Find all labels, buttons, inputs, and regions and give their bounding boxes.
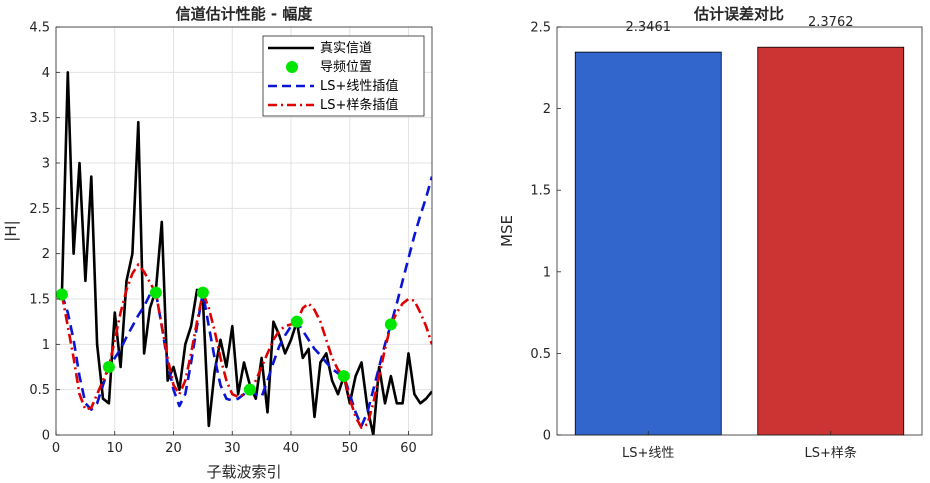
y-ticks: 0 0.5 1 1.5 2 2.5 — [530, 21, 561, 444]
series-line-true-channel — [60, 71, 432, 435]
pilot-marker — [384, 318, 397, 331]
legend: 真实信道 导频位置 LS+线性插值 LS+样条插值 — [262, 35, 425, 117]
x-tick-label: 30 — [224, 441, 241, 456]
legend-label-linear: LS+线性插值 — [320, 78, 398, 94]
x-tick-label: 60 — [400, 441, 417, 456]
bar-value-label: 2.3461 — [626, 20, 672, 35]
bars — [574, 46, 905, 436]
y-tick-label: 3 — [42, 157, 50, 172]
pilot-marker — [149, 286, 162, 299]
chart-title: 估计误差对比 — [693, 5, 784, 23]
y-tick-label: 1.5 — [29, 293, 50, 308]
bar-value-label: 2.3762 — [808, 15, 854, 30]
x-tick-label: LS+样条 — [805, 445, 857, 461]
pilot-marker — [337, 370, 350, 383]
pilot-marker — [243, 383, 256, 396]
y-tick-label: 3.5 — [29, 111, 50, 126]
y-tick-label: 4.5 — [29, 21, 50, 36]
legend-box — [262, 35, 425, 117]
x-tick-label: 40 — [283, 441, 300, 456]
y-tick-label: 0 — [543, 429, 551, 444]
y-ticks: 0 0.5 1 1.5 2 2.5 3 3.5 4 4.5 — [29, 21, 60, 444]
plot-frame — [556, 26, 923, 436]
x-tick-label: 10 — [106, 441, 123, 456]
chart-title: 信道估计性能 - 幅度 — [176, 5, 314, 23]
x-tick-label: 50 — [341, 441, 358, 456]
y-tick-label: 0 — [42, 429, 50, 444]
mse-bar-chart: LS+线性 LS+样条 0 0.5 1 1.5 2 2.5 2.3461 2.3762 估计误… — [498, 5, 923, 461]
y-tick-label: 1 — [42, 338, 50, 353]
x-ticks: LS+线性 LS+样条 — [622, 431, 857, 461]
y-tick-label: 1 — [543, 265, 551, 280]
legend-swatch-pilot — [286, 61, 298, 73]
y-tick-label: 0.5 — [530, 347, 551, 362]
pilot-marker — [196, 286, 209, 299]
y-tick-label: 1.5 — [530, 184, 551, 199]
y-axis-title: |H| — [2, 220, 20, 241]
legend-label-pilot: 导频位置 — [320, 60, 372, 75]
pilot-marker — [55, 288, 68, 301]
pilot-marker — [102, 361, 115, 373]
y-axis-title: MSE — [498, 215, 516, 247]
bar-linear — [574, 51, 722, 436]
y-tick-label: 4 — [42, 66, 50, 81]
x-tick-label: 20 — [165, 441, 182, 456]
plot-frame — [55, 26, 433, 436]
y-tick-label: 2.5 — [530, 21, 551, 36]
bar-spline — [757, 46, 905, 436]
x-ticks: 0 10 20 30 40 50 60 — [52, 431, 417, 456]
y-tick-label: 2.5 — [29, 202, 50, 217]
y-tick-label: 2 — [543, 102, 551, 117]
x-tick-label: LS+线性 — [622, 446, 674, 461]
series-line-linear — [60, 176, 432, 428]
x-axis-title: 子载波索引 — [206, 463, 281, 481]
x-tick-label: 0 — [52, 441, 60, 456]
y-tick-label: 0.5 — [29, 383, 50, 398]
value-labels: 2.3461 2.3762 — [626, 15, 854, 35]
series-layer — [55, 71, 432, 435]
legend-label-true-channel: 真实信道 — [320, 41, 372, 56]
magnitude-chart: 0 10 20 30 40 50 60 0 0.5 1 1.5 2 2.5 3 3.5 4 4.5 信道估计性… — [2, 5, 433, 481]
legend-label-spline: LS+样条插值 — [320, 97, 398, 113]
pilot-marker — [290, 315, 303, 328]
y-tick-label: 2 — [42, 247, 50, 262]
